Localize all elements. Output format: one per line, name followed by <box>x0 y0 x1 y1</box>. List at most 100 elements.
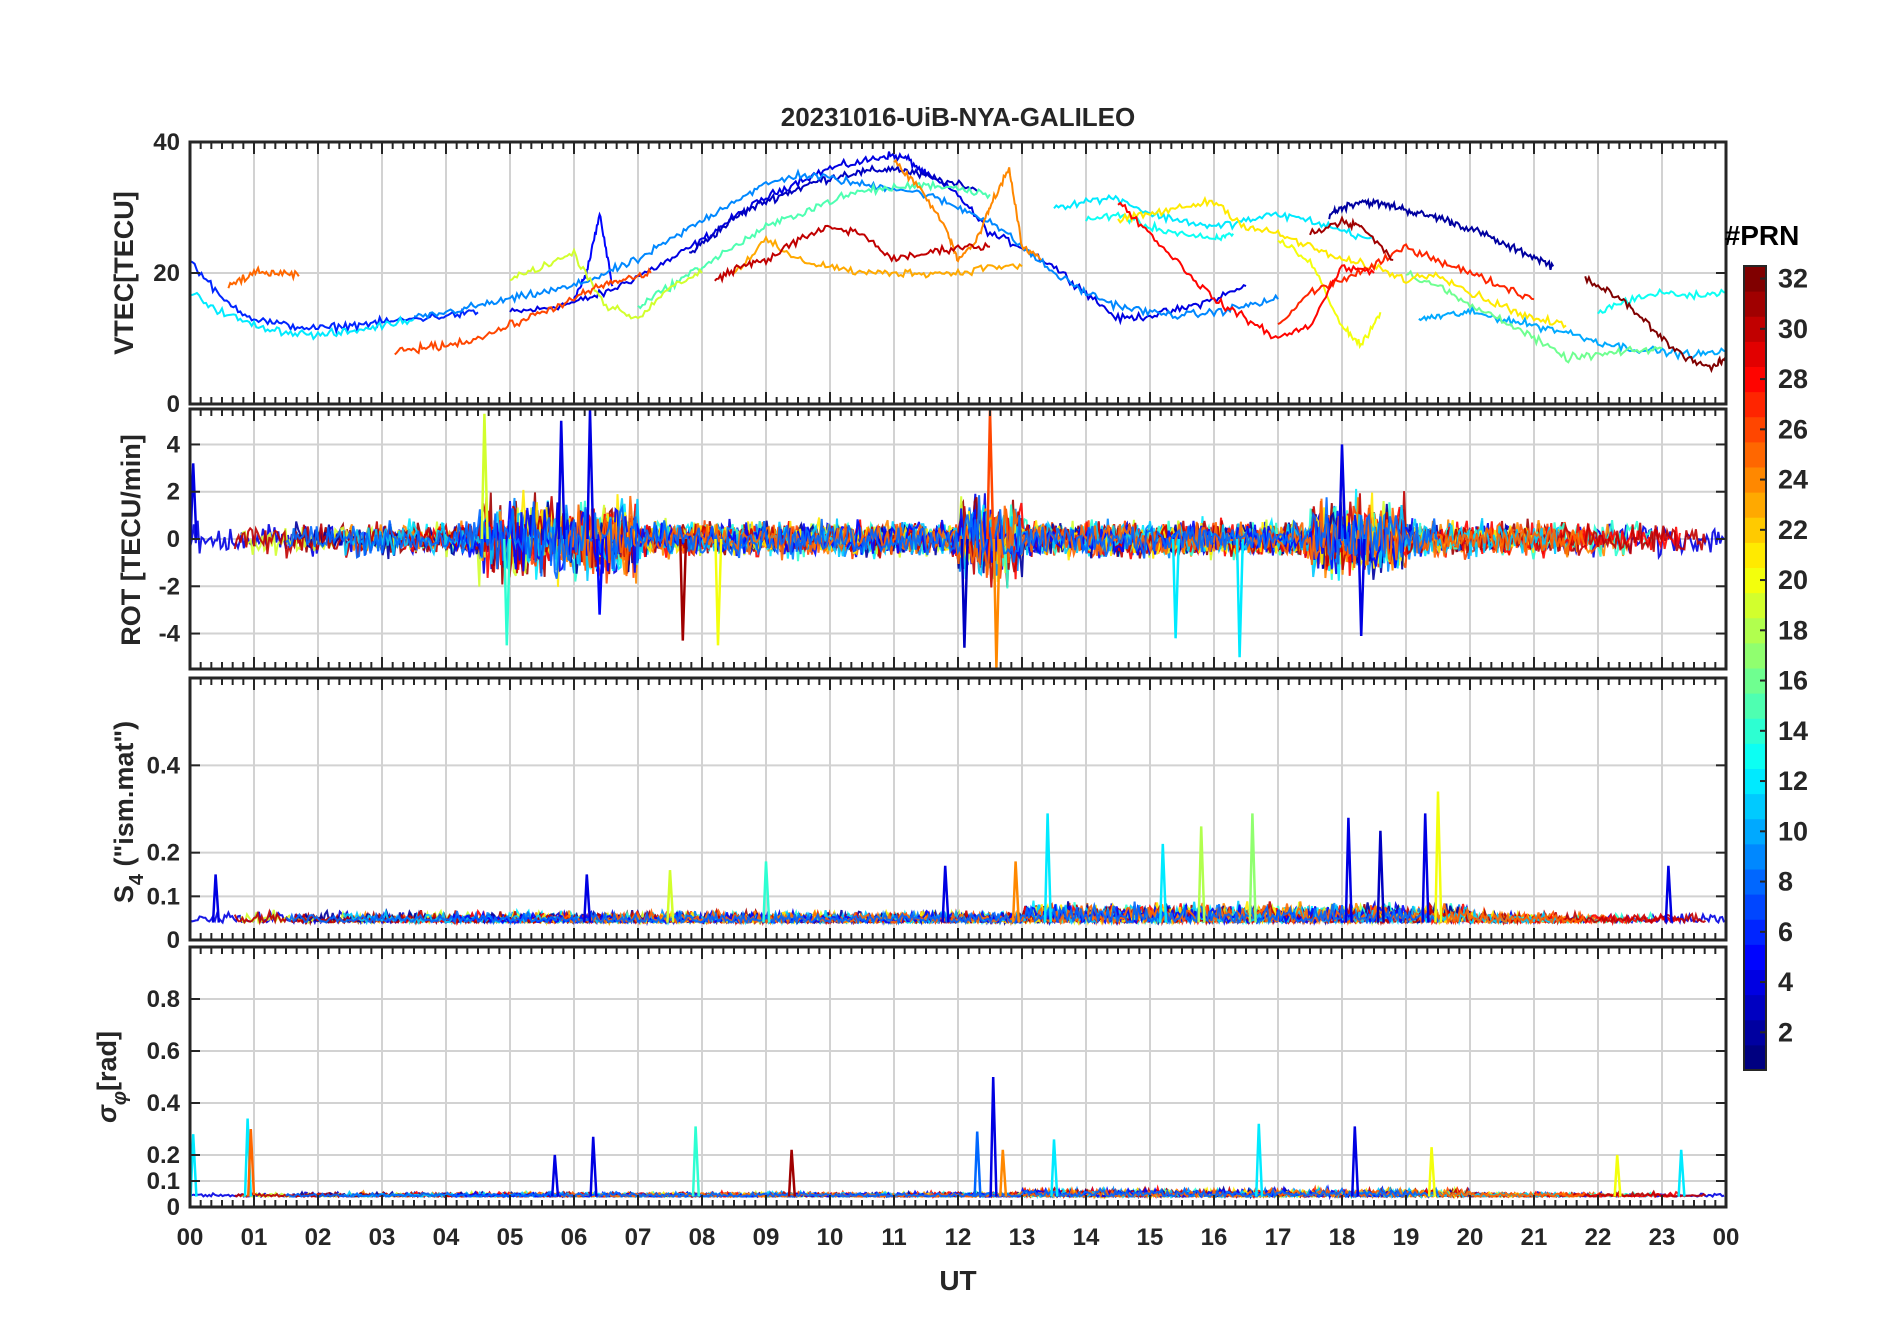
vtec-line-prn-15 <box>637 179 991 310</box>
rot-line-prn-8 <box>285 495 1439 579</box>
colorbar-block <box>1744 642 1766 669</box>
y-tick-label: 0.8 <box>147 986 180 1013</box>
x-tick-label: 12 <box>945 1224 972 1251</box>
colorbar-block <box>1744 592 1766 619</box>
y-tick-label: 0.4 <box>147 1090 181 1117</box>
panel-rot: -4 -2 0 2 4 ROT [TECU/min] <box>116 407 1728 671</box>
rot-x-ticks <box>189 409 1727 669</box>
vtec-y-ticks: 0 20 40 <box>153 129 1726 418</box>
vtec-line-prn-31 <box>1309 215 1394 261</box>
y-tick-label: 0.1 <box>147 1168 180 1195</box>
colorbar-block <box>1744 768 1766 795</box>
x-tick-label: 21 <box>1521 1224 1548 1251</box>
colorbar-block <box>1744 1019 1766 1046</box>
colorbar-tick-label: 2 <box>1778 1017 1793 1047</box>
colorbar-tick-label: 32 <box>1778 264 1808 294</box>
s4-spike <box>1376 830 1385 923</box>
sigma_phi-spike <box>550 1154 560 1197</box>
x-tick-label: 00 <box>177 1224 204 1251</box>
colorbar-block <box>1744 919 1766 945</box>
rot-spike <box>1338 444 1347 540</box>
y-tick-label: 4 <box>167 431 181 458</box>
rot-spike <box>480 413 489 540</box>
s4-x-ticks <box>189 678 1727 940</box>
colorbar-block <box>1744 492 1766 518</box>
x-tick-label: 04 <box>433 1224 460 1251</box>
x-tick-label: 18 <box>1329 1224 1356 1251</box>
colorbar-block <box>1744 693 1766 719</box>
vtec-line-prn-21 <box>1117 195 1567 329</box>
colorbar-tick-label: 8 <box>1778 867 1793 897</box>
colorbar-tick-label: 12 <box>1778 766 1808 796</box>
x-tick-label: 19 <box>1393 1224 1420 1251</box>
x-tick-label: 23 <box>1649 1224 1676 1251</box>
colorbar-block <box>1744 291 1766 317</box>
s4-spike <box>1158 843 1168 923</box>
rot-spike <box>557 420 566 540</box>
sigma_phi-spike <box>246 1128 256 1197</box>
y-tick-label: 0 <box>167 526 180 553</box>
vtec-line-prn-26 <box>394 267 652 356</box>
y-tick-label: 2 <box>167 479 180 506</box>
colorbar-tick-label: 6 <box>1778 917 1793 947</box>
sigma_phi-spike <box>1677 1149 1686 1197</box>
s4-spike <box>1043 813 1053 923</box>
vtec-line-prn-3 <box>688 164 978 254</box>
panel-s4: 0 0.1 0.2 0.4 S4 ("ism.mat") <box>109 676 1728 954</box>
sigma_phi-spike <box>989 1076 998 1197</box>
rot-spike <box>1357 538 1366 636</box>
colorbar-block <box>1744 994 1766 1021</box>
x-tick-label: 13 <box>1009 1224 1036 1251</box>
vtec-line-prn-19 <box>509 247 703 320</box>
vtec-line-prn-20 <box>1277 238 1382 350</box>
vtec-line-prn-5 <box>573 211 614 300</box>
colorbar-block <box>1744 517 1766 543</box>
y-tick-label: -4 <box>159 621 181 648</box>
colorbar-tick-label: 30 <box>1778 314 1808 344</box>
x-tick-label: 17 <box>1265 1224 1292 1251</box>
x-tick-label: 02 <box>305 1224 332 1251</box>
colorbar-block <box>1744 743 1766 769</box>
sigma_phi-line-prn-8 <box>285 1186 1439 1199</box>
rot-y-axis-label: ROT [TECU/min] <box>116 434 146 645</box>
colorbar-block <box>1744 542 1766 568</box>
colorbar-block <box>1744 793 1766 820</box>
rot-spike <box>1235 538 1245 658</box>
y-tick-label: 20 <box>153 260 180 287</box>
x-tick-label: 11 <box>881 1224 906 1251</box>
sigma_phi-spike <box>998 1149 1008 1197</box>
vtec-line-prn-32 <box>1584 274 1727 374</box>
x-tick-label: 00 <box>1713 1224 1740 1251</box>
panel-vtec: 0 20 40 VTEC[TECU] <box>109 129 1728 418</box>
s4-spike <box>1664 865 1673 923</box>
sigma_phi-spike <box>1613 1154 1622 1197</box>
rot-y-ticks: -4 -2 0 2 4 <box>159 431 1726 648</box>
vtec-line-prn-10 <box>1418 305 1727 361</box>
colorbar-tick-label: 26 <box>1778 414 1808 444</box>
colorbar-title: #PRN <box>1725 220 1800 251</box>
colorbar-block <box>1744 894 1766 920</box>
sigma_phi-spike <box>787 1149 797 1197</box>
s4-spike <box>1421 813 1430 923</box>
x-tick-label: 10 <box>817 1224 844 1251</box>
s4-line-prn-8 <box>285 901 1439 926</box>
sigma_phi-spike <box>1350 1126 1360 1197</box>
vtec-line-prn-2 <box>1328 197 1555 271</box>
rot-spike <box>960 538 969 648</box>
rot-spike <box>595 538 605 615</box>
colorbar-block <box>1744 668 1766 694</box>
colorbar-tick-label: 14 <box>1778 716 1808 746</box>
colorbar-block <box>1744 944 1766 970</box>
vtec-line-prn-12 <box>189 291 415 341</box>
vtec-line-prn-6 <box>189 260 479 336</box>
colorbar-block <box>1744 467 1766 493</box>
colorbar-block <box>1744 869 1766 895</box>
colorbar-gradient <box>1744 266 1766 1071</box>
s4-spike <box>1344 817 1353 923</box>
vtec-series <box>189 151 1727 374</box>
sigma_phi-spike <box>973 1131 982 1197</box>
x-tick-label: 07 <box>625 1224 652 1251</box>
y-tick-label: -2 <box>159 573 180 600</box>
y-tick-label: 0 <box>167 1194 180 1221</box>
rot-series <box>189 409 1725 669</box>
